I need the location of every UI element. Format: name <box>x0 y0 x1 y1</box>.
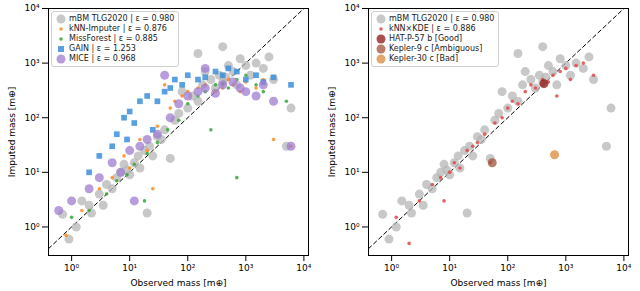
svg-text:10¹: 10¹ <box>344 167 359 177</box>
svg-text:10³: 10³ <box>558 263 573 273</box>
html-text:GAIN | ε = 1.253: GAIN | ε = 1.253 <box>69 44 136 53</box>
html-text:mBM TLG2020 | ε = 0.980: mBM TLG2020 | ε = 0.980 <box>389 14 495 23</box>
svg-text:10¹: 10¹ <box>24 167 39 177</box>
html-text:HAT-P-57 b [Good]: HAT-P-57 b [Good] <box>389 34 463 43</box>
svg-text:10³: 10³ <box>238 263 253 273</box>
svg-text:Imputed mass [m⊕]: Imputed mass [m⊕] <box>7 87 17 177</box>
svg-text:10⁴: 10⁴ <box>616 263 631 273</box>
svg-text:10⁴: 10⁴ <box>296 263 311 273</box>
svg-text:10³: 10³ <box>24 58 39 68</box>
html-text:MissForest | ε = 0.885: MissForest | ε = 0.885 <box>69 34 158 43</box>
svg-text:10⁰: 10⁰ <box>64 263 79 273</box>
svg-text:10¹: 10¹ <box>442 263 457 273</box>
svg-text:10⁴: 10⁴ <box>344 3 359 13</box>
svg-text:10⁰: 10⁰ <box>384 263 399 273</box>
svg-text:10²: 10² <box>24 113 39 123</box>
svg-text:Observed mass [m⊕]: Observed mass [m⊕] <box>450 278 546 288</box>
svg-text:10²: 10² <box>344 113 359 123</box>
svg-text:10⁰: 10⁰ <box>344 222 359 232</box>
svg-text:10¹: 10¹ <box>122 263 137 273</box>
html-text:Kepler-9 c [Ambiguous]: Kepler-9 c [Ambiguous] <box>389 44 483 53</box>
svg-text:10²: 10² <box>180 263 195 273</box>
html-text:kNN-Imputer | ε = 0.876: kNN-Imputer | ε = 0.876 <box>69 24 167 33</box>
html-text:mBM TLG2020 | ε = 0.980: mBM TLG2020 | ε = 0.980 <box>69 14 175 23</box>
svg-text:10⁴: 10⁴ <box>24 3 39 13</box>
html-text:Kepler-30 c [Bad]: Kepler-30 c [Bad] <box>389 54 458 63</box>
svg-text:Observed mass [m⊕]: Observed mass [m⊕] <box>130 278 226 288</box>
svg-text:10⁰: 10⁰ <box>24 222 39 232</box>
svg-text:10³: 10³ <box>344 58 359 68</box>
svg-text:10²: 10² <box>500 263 515 273</box>
html-text:kNN×KDE | ε = 0.886: kNN×KDE | ε = 0.886 <box>389 24 476 33</box>
svg-text:Imputed mass [m⊕]: Imputed mass [m⊕] <box>327 87 337 177</box>
html-text:MICE | ε = 0.968: MICE | ε = 0.968 <box>69 54 136 63</box>
